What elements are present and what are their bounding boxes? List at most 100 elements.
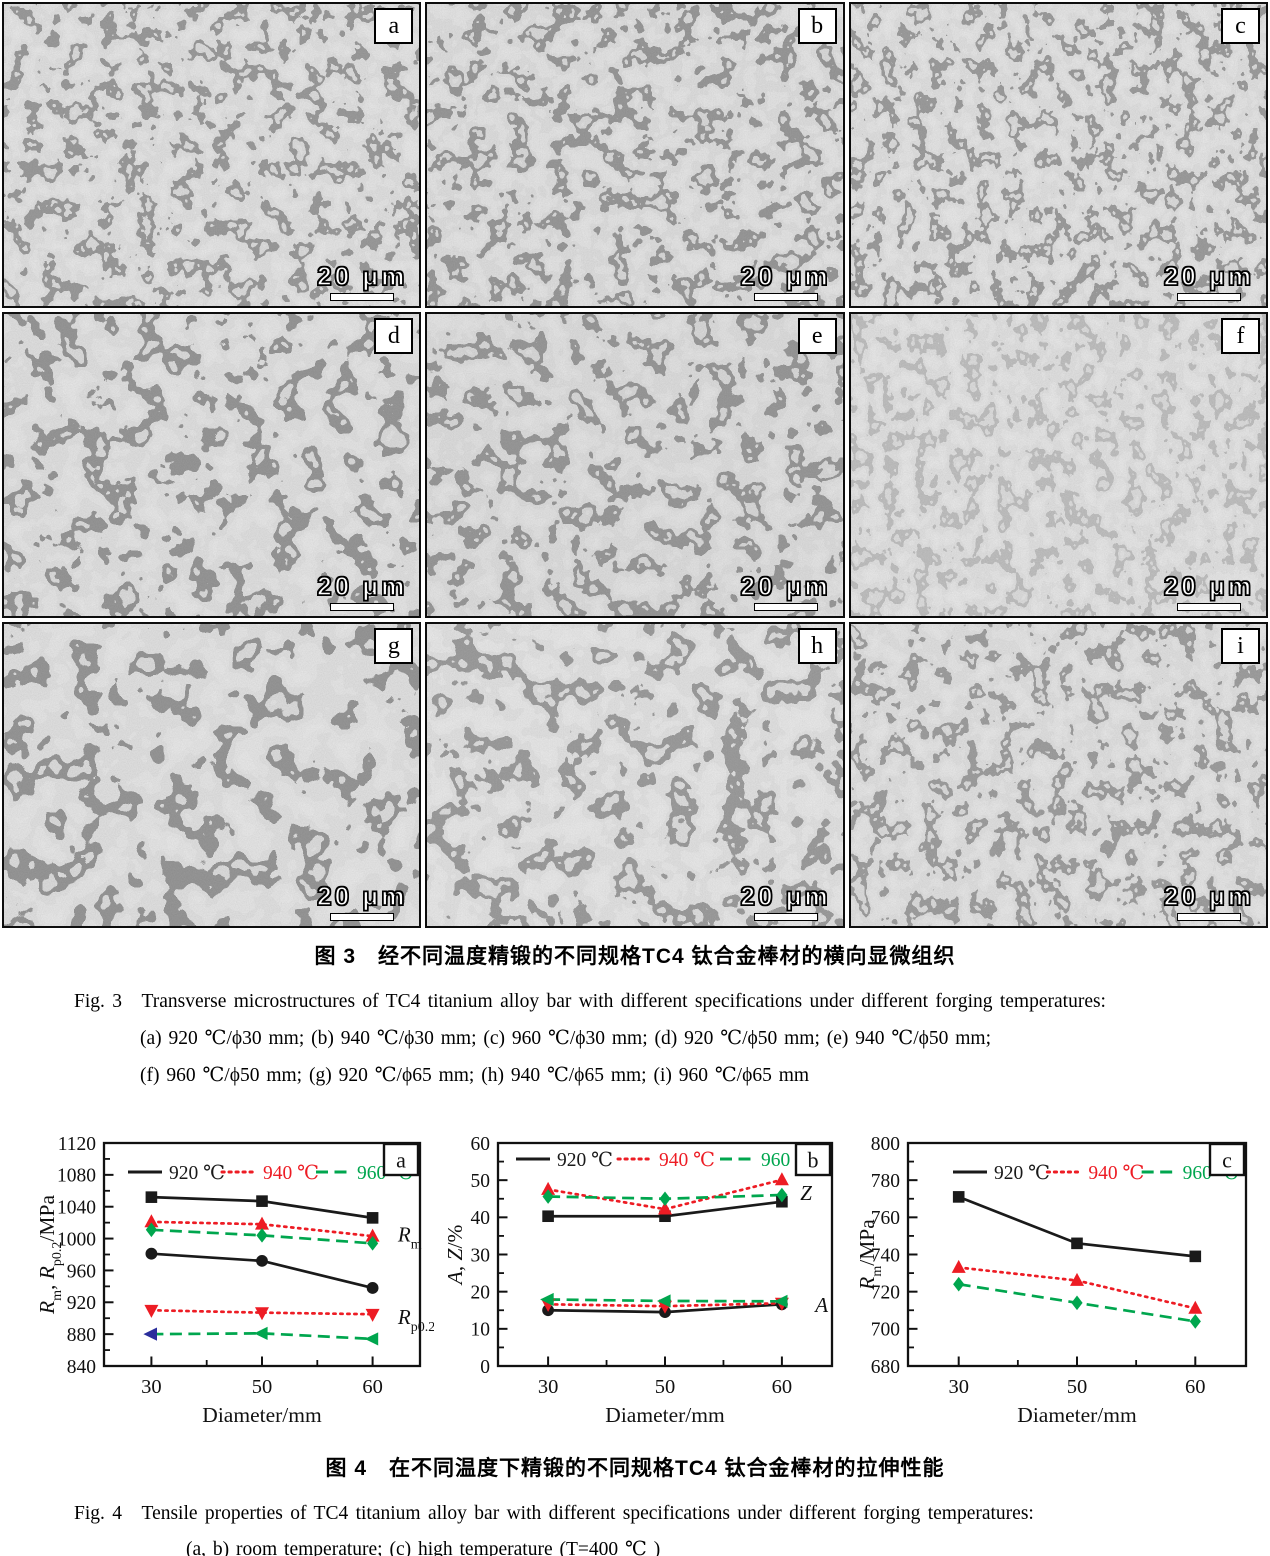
figure4-caption: 图 4 在不同温度下精锻的不同规格TC4 钛合金棒材的拉伸性能 Fig. 4 T… [0,1452,1270,1556]
micrograph-panel-d: d 20 μm [2,312,422,618]
x-axis-title: Diameter/mm [1017,1403,1137,1427]
scale-bar-label: 20 μm [316,260,408,291]
svg-text:920 ℃: 920 ℃ [994,1163,1050,1184]
svg-text:680: 680 [871,1357,900,1378]
plot-frame [906,1141,1248,1368]
svg-text:50: 50 [252,1376,273,1398]
x-axis: 30 50 60 [538,1356,792,1398]
series-line [150,1220,374,1238]
y-axis-title: Rm, Rp0.2/MPa [35,1195,65,1315]
scale-bar-line [1176,913,1241,921]
series-annotation: Rp0.2 [397,1305,434,1335]
scale-bar: 20 μm [1163,880,1254,921]
figure3-caption-specs-2: (f) 960 ℃/ϕ50 mm; (g) 920 ℃/ϕ65 mm; (h) … [140,1065,810,1086]
scale-bar: 20 μm [316,260,408,301]
scale-bar: 20 μm [316,570,408,611]
svg-text:30: 30 [948,1376,969,1398]
figure3-caption-zh: 图 3 经不同温度精锻的不同规格TC4 钛合金棒材的横向显微组织 [314,945,956,968]
figure4-caption-en: Fig. 4 Tensile properties of TC4 titaniu… [74,1503,1034,1524]
panel-label: a [374,8,414,44]
chart-panel-a: Rm Rp0.2 840 880 920 960 1000 1040 1080 1120 30 50 6… [35,1134,434,1427]
svg-text:50: 50 [1067,1376,1088,1398]
svg-text:1120: 1120 [58,1134,96,1155]
chart-series [540,1172,789,1319]
svg-text:60: 60 [362,1376,383,1398]
micrograph-panel-e: e 20 μm [425,312,845,618]
x-axis: 30 50 60 [948,1356,1206,1398]
series-markers [952,1191,1202,1263]
svg-text:50: 50 [471,1171,491,1192]
chart-panel-label: a [382,1142,420,1177]
panel-label: b [797,8,837,44]
svg-text:40: 40 [471,1208,491,1229]
svg-text:780: 780 [871,1171,900,1192]
micrograph-image [4,314,420,616]
series-annotation: Rm [397,1222,422,1252]
y-axis: 680 700 720 740 760 780 800 [871,1134,918,1378]
series-line [150,1308,374,1316]
plot-frame [496,1141,834,1368]
svg-text:940 ℃: 940 ℃ [1088,1163,1144,1184]
micrograph-panel-g: g 20 μm [2,622,422,928]
svg-text:1080: 1080 [57,1166,96,1187]
svg-text:880: 880 [67,1325,96,1346]
svg-text:720: 720 [871,1282,900,1303]
scale-bar-line [753,293,818,301]
svg-text:1040: 1040 [57,1198,96,1219]
x-axis: 30 50 60 [141,1356,383,1398]
panel-label: h [797,628,837,664]
panel-label: c [1221,8,1260,44]
svg-text:800: 800 [871,1134,900,1155]
series-annotation: A [813,1293,828,1317]
series-markers [145,1247,379,1294]
scale-bar: 20 μm [1163,260,1254,301]
micrograph-panel-b: b 20 μm [425,2,845,308]
svg-text:a: a [396,1148,406,1173]
micrograph-image [850,4,1266,306]
series-markers [541,1172,789,1215]
series-markers [144,1304,380,1322]
svg-text:10: 10 [471,1320,491,1341]
micrograph-panel-f: f 20 μm [848,312,1268,618]
micrograph-panel-i: i 20 μm [848,622,1268,928]
micrograph-image [850,624,1266,926]
panel-label: g [374,628,414,664]
svg-text:c: c [1222,1148,1232,1173]
scale-bar-label: 20 μm [1163,880,1254,911]
series-markers [145,1222,379,1251]
figure3-caption-specs-1: (a) 920 ℃/ϕ30 mm; (b) 940 ℃/ϕ30 mm; (c) … [140,1028,992,1049]
series-line [546,1301,784,1308]
x-axis-title: Diameter/mm [202,1403,322,1427]
scale-bar-label: 20 μm [1163,570,1254,601]
scale-bar-label: 20 μm [740,880,831,911]
chart-series [951,1191,1203,1329]
figure4-caption-zh: 图 4 在不同温度下精锻的不同规格TC4 钛合金棒材的拉伸性能 [325,1457,945,1480]
figure3-caption-en: Fig. 3 Transverse microstructures of TC4… [74,991,1106,1012]
series-markers [951,1259,1203,1314]
micrograph-panel-h: h 20 μm [425,622,845,928]
figure4-caption-line2: (a, b) room temperature; (c) high temper… [186,1539,661,1556]
svg-text:760: 760 [871,1208,900,1229]
y-axis-title: A, Z/% [443,1225,467,1287]
y-axis-title: Rm/MPa [858,1219,885,1291]
series-annotation: Z [800,1181,812,1205]
chart-panel-b: Z A 0 10 20 30 40 50 60 30 50 60 Diameter/mm A, Z/% 92… [443,1134,834,1427]
chart-panel-c: 680 700 720 740 760 780 800 30 50 60 Diameter/mm Rm… [858,1134,1248,1427]
scale-bar: 20 μm [740,570,831,611]
scale-bar-label: 20 μm [316,880,408,911]
scale-bar-label: 20 μm [316,570,408,601]
chart-series [143,1191,380,1346]
scale-bar-label: 20 μm [740,570,831,601]
series-markers [542,1187,788,1207]
svg-text:50: 50 [655,1376,676,1398]
scale-bar: 20 μm [740,260,830,301]
scale-bar-line [330,293,395,301]
series-markers [143,1326,379,1346]
svg-text:700: 700 [871,1320,900,1341]
micrograph-image [427,624,843,926]
svg-text:30: 30 [141,1376,162,1398]
panel-label: i [1221,628,1260,664]
chart-panel-label: b [794,1142,832,1177]
